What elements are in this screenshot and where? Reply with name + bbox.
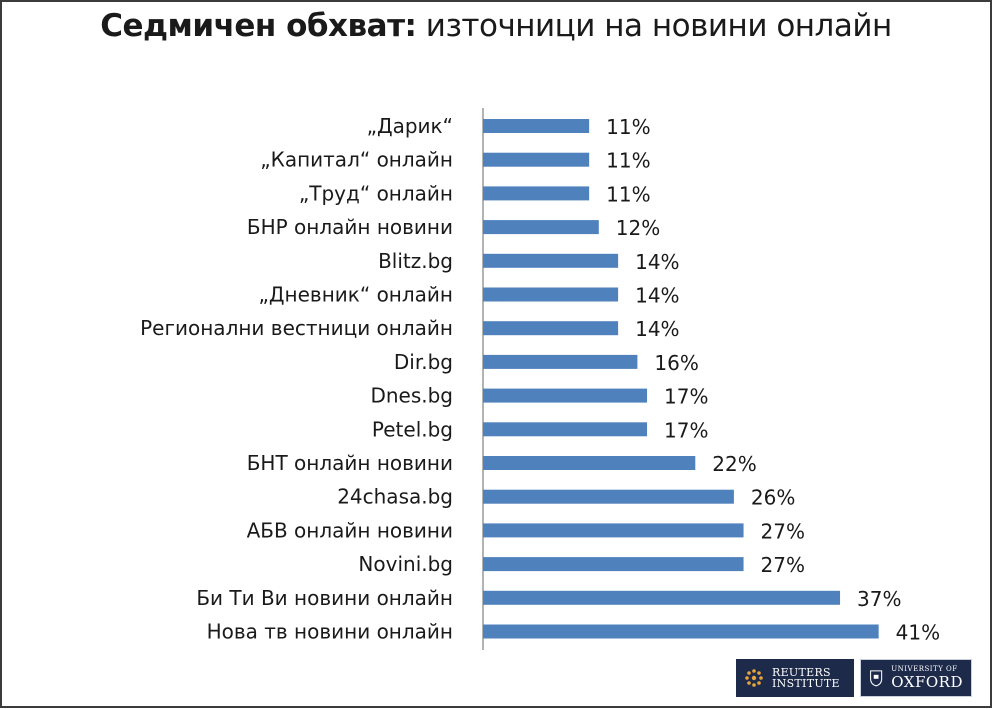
value-label: 17%: [664, 418, 708, 442]
category-label: Petel.bg: [372, 417, 453, 441]
category-label: Novini.bg: [358, 552, 453, 576]
bar: [483, 557, 744, 572]
category-label: БНР онлайн новини: [247, 215, 453, 239]
bar: [483, 388, 648, 403]
value-label: 37%: [857, 587, 901, 611]
bar: [483, 321, 619, 336]
bar: [483, 220, 599, 235]
bar: [483, 523, 744, 538]
oxford-crest-icon: [870, 670, 883, 687]
value-label: 27%: [761, 553, 805, 577]
value-label: 26%: [751, 486, 795, 510]
chart-title: Седмичен обхват: източници на новини онл…: [0, 8, 992, 44]
value-label: 41%: [896, 621, 940, 645]
value-label: 11%: [606, 149, 650, 173]
category-label: АБВ онлайн новини: [247, 518, 453, 542]
reuters-logo-line2: INSTITUTE: [772, 677, 840, 690]
category-label: Нова тв новини онлайн: [207, 620, 453, 644]
chart-title-rest: източници на новини онлайн: [416, 8, 893, 44]
oxford-university-logo: UNIVERSITY OF OXFORD: [860, 659, 972, 697]
oxford-logo-line2: OXFORD: [891, 673, 963, 691]
reuters-dots-icon: [745, 669, 763, 687]
bar: [483, 152, 590, 167]
value-label: 12%: [616, 216, 660, 240]
value-label: 16%: [654, 351, 698, 375]
value-label: 17%: [664, 385, 708, 409]
logo-group: REUTERS INSTITUTE UNIVERSITY OF OXFORD: [736, 659, 972, 697]
category-label: „Дарик“: [367, 114, 453, 138]
bar: [483, 422, 648, 437]
category-label: Blitz.bg: [378, 249, 453, 273]
value-label: 14%: [635, 284, 679, 308]
value-label: 22%: [712, 452, 756, 476]
bar: [483, 489, 734, 504]
category-label: „Труд“ онлайн: [299, 181, 453, 205]
bar: [483, 119, 590, 133]
value-label: 14%: [635, 250, 679, 274]
oxford-logo-line1: UNIVERSITY OF: [891, 665, 958, 673]
category-label: Dir.bg: [394, 350, 453, 374]
category-label: „Дневник“ онлайн: [259, 283, 453, 307]
category-label: Dnes.bg: [370, 384, 453, 408]
category-label: 24chasa.bg: [337, 485, 453, 509]
value-label: 27%: [761, 519, 805, 543]
bar: [483, 253, 619, 268]
bar: [483, 590, 841, 605]
bar: [483, 354, 638, 369]
category-label: БНТ онлайн новини: [247, 451, 453, 475]
category-label: Би Ти Ви новини онлайн: [196, 586, 453, 610]
chart-title-bold: Седмичен обхват:: [100, 8, 417, 44]
value-label: 11%: [606, 182, 650, 206]
value-label: 11%: [606, 115, 650, 139]
value-label: 14%: [635, 317, 679, 341]
bar: [483, 287, 619, 302]
category-label: Регионални вестници онлайн: [140, 316, 453, 340]
category-label: „Капитал“ онлайн: [260, 148, 453, 172]
bar: [483, 186, 590, 201]
bar: [483, 456, 696, 470]
reuters-institute-logo: REUTERS INSTITUTE: [736, 659, 854, 697]
bar: [483, 624, 879, 639]
reuters-logo-line1: REUTERS: [772, 666, 831, 679]
